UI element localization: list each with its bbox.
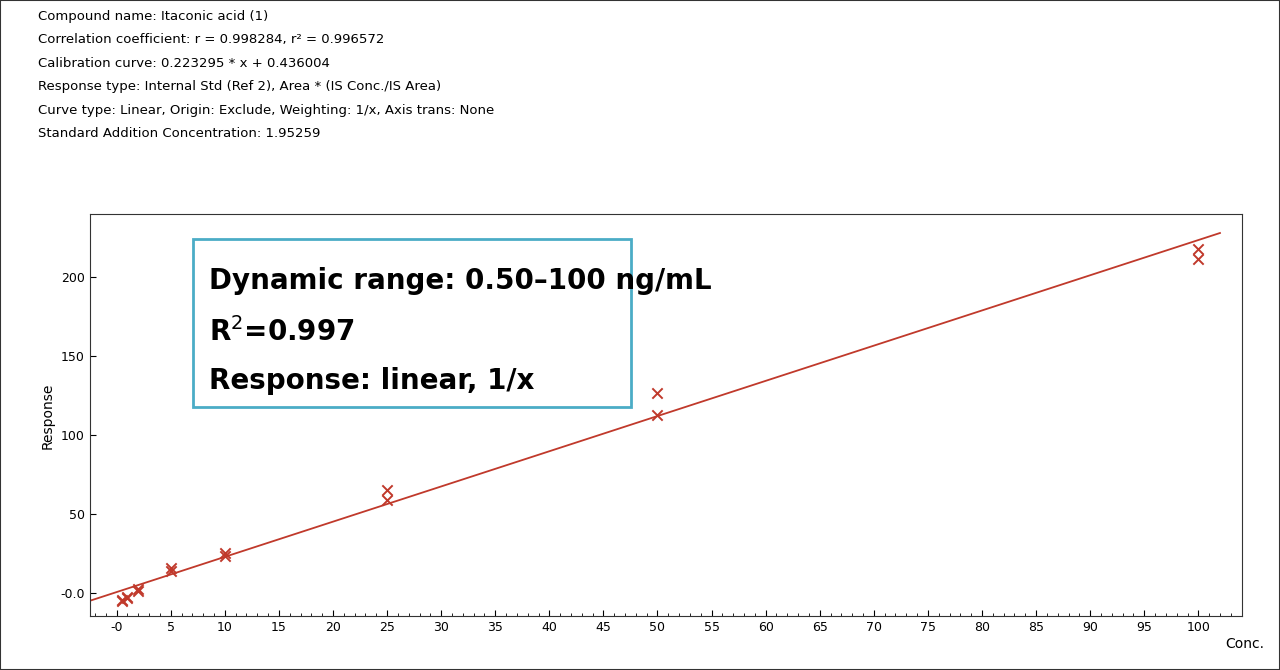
Text: Standard Addition Concentration: 1.95259: Standard Addition Concentration: 1.95259 (38, 127, 321, 140)
X-axis label: Conc.: Conc. (1226, 637, 1265, 651)
Point (128, 584, 148, 595)
Point (160, 566, 180, 577)
Text: Curve type: Linear, Origin: Exclude, Weighting: 1/x, Axis trans: None: Curve type: Linear, Origin: Exclude, Wei… (38, 104, 494, 117)
Point (376, 494, 397, 505)
Point (1188, 253, 1208, 264)
Point (160, 563, 180, 574)
Text: Compound name: Itaconic acid (1): Compound name: Itaconic acid (1) (38, 10, 269, 23)
Point (376, 485, 397, 496)
Text: Response type: Internal Std (Ref 2), Area * (IS Conc./IS Area): Response type: Internal Std (Ref 2), Are… (38, 80, 442, 93)
Point (648, 387, 668, 398)
Point (118, 592, 138, 603)
Point (111, 595, 132, 606)
Point (111, 596, 132, 607)
Point (648, 409, 668, 420)
Point (215, 550, 236, 561)
Point (215, 548, 236, 559)
FancyBboxPatch shape (193, 239, 631, 407)
Text: Calibration curve: 0.223295 * x + 0.436004: Calibration curve: 0.223295 * x + 0.4360… (38, 57, 330, 70)
Text: Response: linear, 1/x: Response: linear, 1/x (210, 367, 535, 395)
Text: Correlation coefficient: r = 0.998284, r² = 0.996572: Correlation coefficient: r = 0.998284, r… (38, 34, 385, 46)
Point (118, 592, 138, 602)
Y-axis label: Response: Response (41, 382, 55, 449)
Point (1188, 244, 1208, 255)
Text: R$^2$=0.997: R$^2$=0.997 (210, 317, 355, 347)
Point (128, 586, 148, 597)
Text: Dynamic range: 0.50–100 ng/mL: Dynamic range: 0.50–100 ng/mL (210, 267, 712, 295)
